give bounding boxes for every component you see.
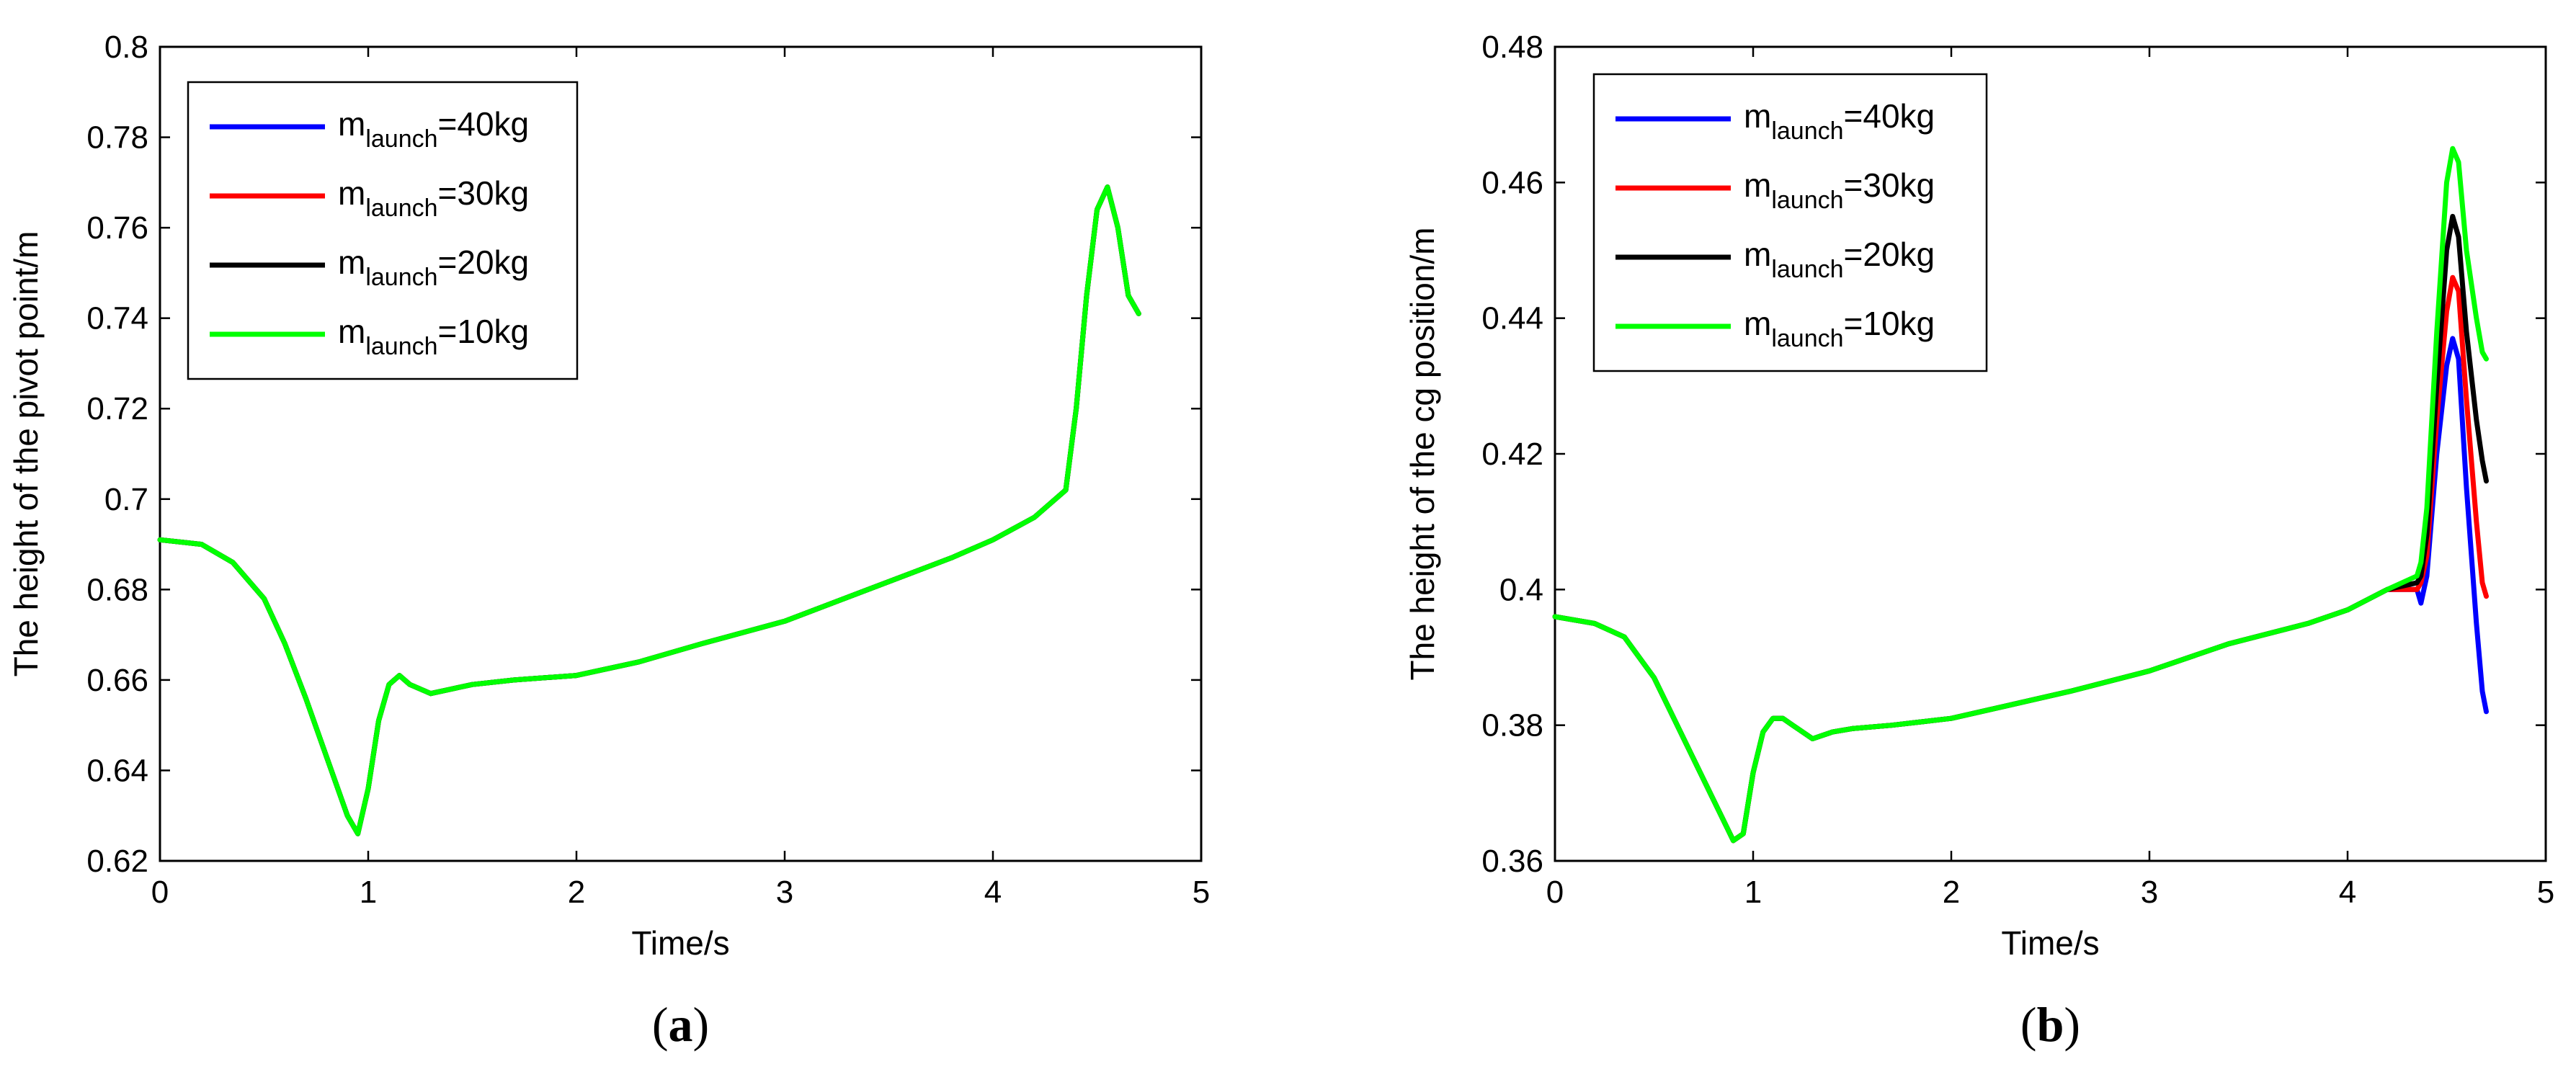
legend: mlaunch=40kg mlaunch=30kg mlaunch=20kg mlau… — [1592, 73, 1988, 372]
y-tick-label: 0.62 — [86, 844, 148, 879]
y-axis-label: The height of the pivot point/m — [7, 231, 45, 677]
x-tick-label: 2 — [568, 875, 585, 910]
chart-panel-b: 0 1 2 3 4 5 0.36 0.38 0.4 0.42 0.44 0.46 0.48 Time/s T… — [1404, 30, 2554, 1052]
x-tick-label: 1 — [360, 875, 377, 910]
legend: mlaunch=40kg mlaunch=30kg mlaunch=20kg mlau… — [187, 81, 579, 380]
legend-entry-1: mlaunch=30kg — [1744, 166, 1935, 214]
x-tick-label: 0 — [1546, 875, 1564, 910]
y-tick-label: 0.74 — [86, 301, 148, 336]
x-tick-label: 0 — [151, 875, 169, 910]
y-tick-label: 0.8 — [104, 30, 148, 65]
x-tick-label: 5 — [1193, 875, 1210, 910]
y-tick-label: 0.38 — [1481, 708, 1543, 743]
panel-label-letter: b — [2037, 997, 2064, 1052]
y-tick-label: 0.7 — [104, 482, 148, 517]
legend-entry-2: mlaunch=20kg — [1744, 236, 1935, 283]
y-tick-label: 0.72 — [86, 391, 148, 426]
x-tick-label: 5 — [2537, 875, 2554, 910]
y-tick-label: 0.76 — [86, 210, 148, 246]
y-tick-label: 0.68 — [86, 572, 148, 607]
y-axis-label: The height of the cg position/m — [1404, 227, 1441, 680]
panel-label-letter: a — [669, 997, 693, 1052]
x-axis-label: Time/s — [631, 924, 729, 962]
legend-entry-3: mlaunch=10kg — [1744, 305, 1935, 352]
legend-box — [1592, 73, 1988, 372]
y-tick-label: 0.44 — [1481, 301, 1543, 336]
chart-panel-a: 0 1 2 3 4 5 0.62 0.64 0.66 0.68 0.7 0.72 0.74 0.76 0.7… — [7, 30, 1210, 1052]
x-tick-label: 4 — [2339, 875, 2356, 910]
legend-entry-0: mlaunch=40kg — [338, 105, 529, 153]
panel-label: (a) — [652, 997, 709, 1052]
x-tick-label: 4 — [984, 875, 1002, 910]
legend-entry-2: mlaunch=20kg — [338, 243, 529, 291]
legend-entry-3: mlaunch=10kg — [338, 313, 529, 360]
y-tick-label: 0.78 — [86, 120, 148, 156]
y-tick-label: 0.46 — [1481, 165, 1543, 200]
x-tick-label: 3 — [2141, 875, 2158, 910]
y-tick-label: 0.36 — [1481, 844, 1543, 879]
legend-entry-1: mlaunch=30kg — [338, 174, 529, 222]
panel-label: (b) — [2020, 997, 2080, 1052]
y-tick-label: 0.64 — [86, 753, 148, 788]
legend-box — [187, 81, 579, 380]
x-tick-label: 2 — [1943, 875, 1960, 910]
y-tick-label: 0.66 — [86, 663, 148, 698]
legend-entry-0: mlaunch=40kg — [1744, 97, 1935, 145]
x-tick-label: 3 — [776, 875, 793, 910]
series-line-3 — [157, 184, 1141, 836]
x-tick-label: 1 — [1744, 875, 1762, 910]
x-axis-label: Time/s — [2001, 924, 2099, 962]
y-tick-label: 0.48 — [1481, 30, 1543, 65]
series-line-3 — [1552, 146, 2489, 844]
y-tick-label: 0.4 — [1499, 572, 1543, 607]
y-tick-label: 0.42 — [1481, 437, 1543, 472]
